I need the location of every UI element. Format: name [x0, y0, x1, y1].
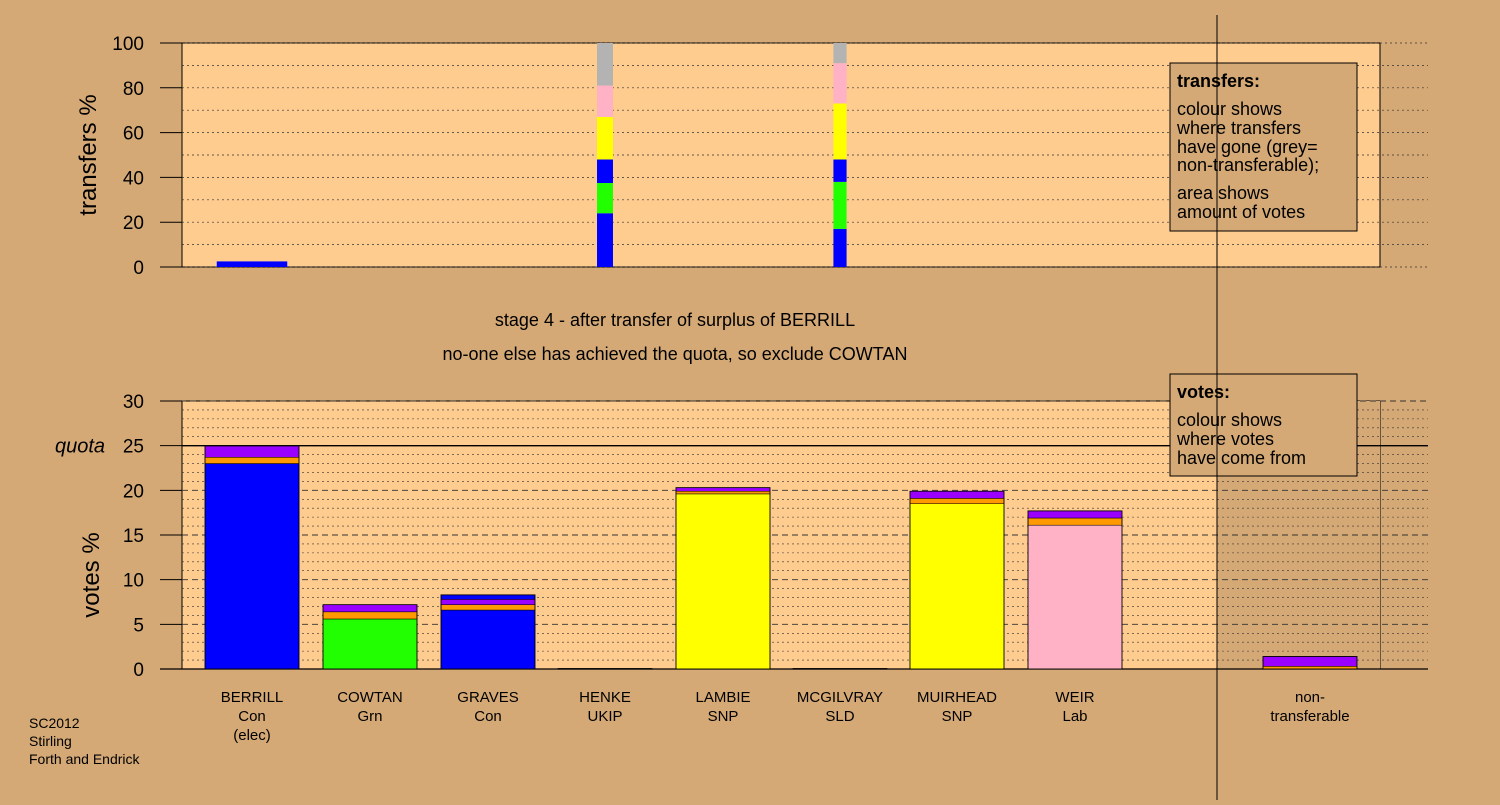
transfers-legend-line: have gone (grey= — [1177, 137, 1318, 157]
vote-bar-segment — [676, 491, 770, 494]
votes-tick-label: 15 — [123, 526, 144, 547]
votes-y-axis-label: votes % — [78, 532, 105, 617]
transfer-segment — [833, 159, 846, 181]
transfers-legend-title: transfers: — [1177, 71, 1260, 91]
vote-bar-segment — [441, 610, 535, 669]
transfers-legend: transfers: colour shows where transfers … — [1170, 63, 1357, 231]
vote-bar-segment — [1028, 525, 1122, 669]
transfer-segment — [833, 229, 846, 267]
votes-tick-label: 0 — [133, 660, 144, 681]
stage-description: stage 4 - after transfer of surplus of B… — [495, 310, 855, 330]
vote-bar-segment — [323, 605, 417, 612]
vote-bar-segment — [323, 612, 417, 619]
candidate-label-line: (elec) — [233, 727, 271, 744]
transfer-segment — [833, 103, 846, 159]
votes-legend: votes: colour shows where votes have com… — [1170, 374, 1357, 476]
candidate-label-line: MUIRHEAD — [917, 689, 997, 706]
transfers-tick-label: 80 — [123, 79, 144, 100]
candidate-label-line: SLD — [825, 708, 854, 725]
transfers-legend-line: amount of votes — [1177, 202, 1305, 222]
votes-tick-label: 10 — [123, 571, 144, 592]
transfers-legend-line: non-transferable); — [1177, 155, 1319, 175]
candidate-label-line: COWTAN — [337, 689, 403, 706]
transfer-segment — [217, 261, 288, 267]
nontransferable-label-line: transferable — [1270, 708, 1349, 725]
transfer-segment — [833, 63, 846, 103]
transfer-segment — [597, 183, 613, 213]
candidate-labels: BERRILL Con (elec) COWTAN Grn GRAVES Con HENKE U… — [221, 689, 1350, 744]
transfers-legend-line: where transfers — [1176, 118, 1301, 138]
vote-bar-segment — [441, 599, 535, 604]
transfers-tick-label: 60 — [123, 124, 144, 145]
votes-legend-line: where votes — [1176, 429, 1274, 449]
transfers-y-axis-label: transfers % — [75, 94, 102, 215]
transfer-segment — [597, 117, 613, 160]
vote-bar-segment — [1028, 511, 1122, 518]
transfer-segment — [597, 159, 613, 183]
vote-bar-segment — [441, 595, 535, 599]
candidate-label-line: MCGILVRAY — [797, 689, 883, 706]
candidate-label-line: BERRILL — [221, 689, 284, 706]
candidate-label-line: UKIP — [587, 708, 622, 725]
transfer-segment — [597, 43, 613, 86]
transfers-tick-label: 100 — [112, 34, 144, 55]
candidate-label-line: Con — [238, 708, 266, 725]
vote-bar-segment — [205, 457, 299, 463]
vote-bar-segment — [205, 446, 299, 458]
transfers-tick-label: 40 — [123, 168, 144, 189]
transfer-segment — [833, 43, 846, 63]
footer-election: SC2012 — [29, 715, 80, 731]
votes-legend-line: colour shows — [1177, 410, 1282, 430]
vote-bar-segment — [441, 605, 535, 610]
transfer-segment — [833, 182, 846, 229]
transfers-legend-line: area shows — [1177, 183, 1269, 203]
candidate-label-line: HENKE — [579, 689, 631, 706]
nontransferable-bar-segment — [1263, 666, 1357, 669]
footer-council: Stirling — [29, 733, 72, 749]
vote-bar-segment — [676, 488, 770, 492]
candidate-label-line: Grn — [357, 708, 382, 725]
vote-bar-segment — [910, 498, 1004, 503]
transfers-tick-label: 20 — [123, 213, 144, 234]
candidate-label-line: GRAVES — [457, 689, 518, 706]
votes-tick-label: 25 — [123, 437, 144, 458]
footer-ward: Forth and Endrick — [29, 751, 140, 767]
transfers-legend-line: colour shows — [1177, 99, 1282, 119]
votes-legend-line: have come from — [1177, 448, 1306, 468]
votes-tick-label: 5 — [133, 615, 144, 636]
candidate-label-line: Lab — [1062, 708, 1087, 725]
candidate-label-line: WEIR — [1055, 689, 1094, 706]
votes-y-ticks: 0 5 10 15 20 25 30 — [123, 392, 182, 681]
vote-bar-segment — [205, 464, 299, 669]
vote-bar-segment — [676, 494, 770, 669]
stage-action: no-one else has achieved the quota, so e… — [443, 344, 908, 364]
transfer-segment — [597, 213, 613, 267]
votes-tick-label: 30 — [123, 392, 144, 413]
candidate-label-line: Con — [474, 708, 502, 725]
vote-bar-segment — [323, 619, 417, 669]
vote-bar-segment — [910, 504, 1004, 669]
votes-tick-label: 20 — [123, 481, 144, 502]
candidate-label-line: LAMBIE — [695, 689, 750, 706]
transfers-y-ticks: 0 20 40 60 80 100 — [112, 34, 182, 279]
votes-legend-title: votes: — [1177, 382, 1230, 402]
candidate-label-line: SNP — [942, 708, 973, 725]
transfers-tick-label: 0 — [133, 258, 144, 279]
nontransferable-bar-segment — [1263, 656, 1357, 666]
quota-label: quota — [55, 436, 105, 458]
vote-bar-segment — [1028, 518, 1122, 525]
nontransferable-label-line: non- — [1295, 689, 1325, 706]
vote-bar-segment — [910, 491, 1004, 498]
transfer-segment — [597, 86, 613, 117]
candidate-label-line: SNP — [708, 708, 739, 725]
